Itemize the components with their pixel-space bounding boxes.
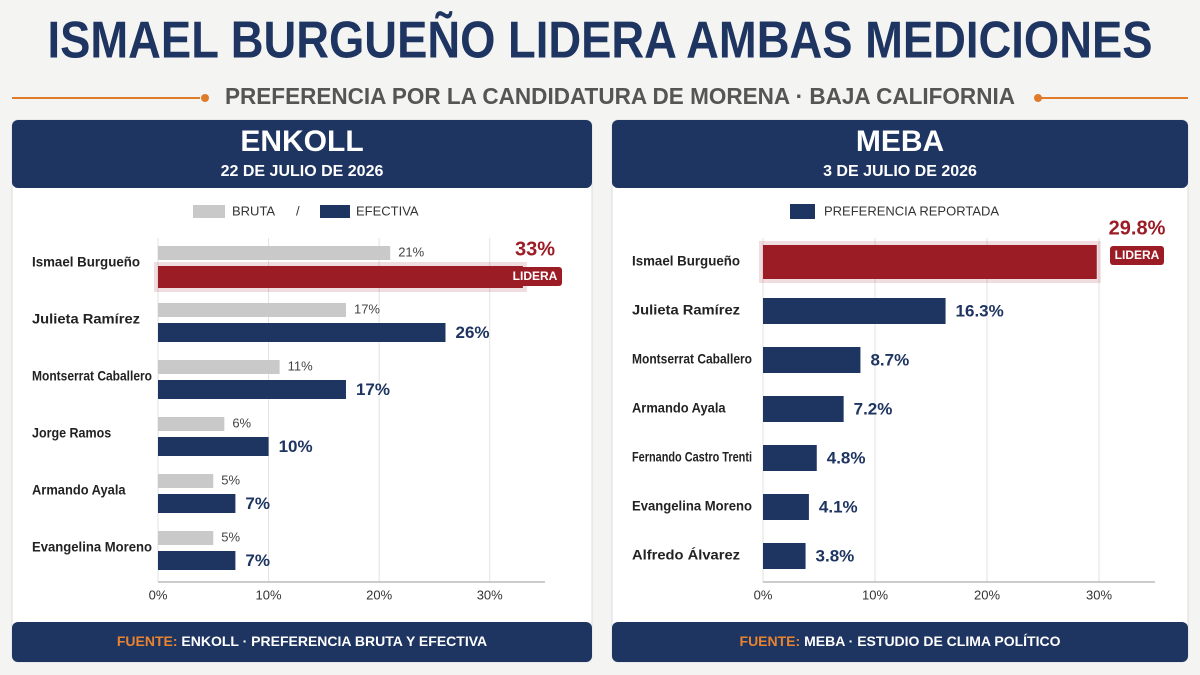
source-text: ENKOLL · PREFERENCIA BRUTA Y EFECTIVA	[181, 633, 487, 649]
legend-swatch	[790, 204, 815, 219]
panel-subtitle: 22 DE JULIO DE 2026	[221, 163, 384, 180]
value-label: 4.8%	[827, 448, 866, 467]
source: FUENTE: ENKOLL · PREFERENCIA BRUTA Y EFE…	[117, 633, 487, 649]
bar	[158, 246, 391, 260]
category-label: Fernando Castro Trenti	[632, 449, 752, 465]
bar	[158, 360, 280, 374]
category-label: Julieta Ramírez	[632, 302, 740, 318]
x-tick-label: 10%	[256, 587, 282, 602]
bar	[158, 531, 214, 545]
panel-header	[12, 120, 592, 188]
badge	[508, 267, 562, 286]
bar	[158, 380, 346, 399]
legend-label: BRUTA	[232, 203, 275, 218]
bar	[763, 298, 946, 324]
source-text: MEBA · ESTUDIO DE CLIMA POLÍTICO	[804, 633, 1061, 649]
panel-title: ENKOLL	[240, 125, 363, 158]
x-tick-label: 20%	[974, 587, 1000, 602]
bar	[158, 551, 236, 570]
x-tick-label: 30%	[1086, 587, 1112, 602]
panel-subtitle: 3 DE JULIO DE 2026	[823, 163, 977, 180]
legend-swatch	[193, 205, 225, 218]
panel-footer	[612, 622, 1188, 662]
category-label: Ismael Burgueño	[32, 254, 140, 270]
divider-dot	[1034, 94, 1042, 102]
value-label: 17%	[354, 301, 380, 316]
badge	[1110, 246, 1164, 265]
value-label: 7.2%	[854, 399, 893, 418]
category-label: Julieta Ramírez	[32, 311, 140, 327]
value-label: 5%	[221, 529, 240, 544]
source-label: FUENTE:	[117, 633, 178, 649]
value-label: 3.8%	[816, 546, 855, 565]
x-tick-label: 30%	[477, 587, 503, 602]
source: FUENTE: MEBA · ESTUDIO DE CLIMA POLÍTICO	[740, 633, 1061, 649]
bar	[763, 396, 844, 422]
value-label: 16.3%	[956, 301, 1004, 320]
bar	[158, 303, 346, 317]
x-tick-label: 20%	[366, 587, 392, 602]
legend-label: PREFERENCIA REPORTADA	[824, 203, 999, 218]
panel-title: MEBA	[856, 125, 944, 158]
legend-separator: /	[296, 203, 300, 218]
category-label: Montserrat Caballero	[32, 368, 152, 384]
value-label: 10%	[279, 437, 313, 456]
value-label: 7%	[245, 494, 270, 513]
bar	[763, 445, 817, 471]
bar	[763, 543, 806, 569]
source-label: FUENTE:	[740, 633, 801, 649]
x-tick-label: 0%	[754, 587, 773, 602]
divider-dot	[201, 94, 209, 102]
value-label: 17%	[356, 380, 390, 399]
value-label: 33%	[515, 238, 555, 260]
bar	[158, 323, 446, 342]
category-label: Armando Ayala	[32, 482, 126, 498]
legend-label: EFECTIVA	[356, 203, 419, 218]
bar	[158, 417, 225, 431]
value-label: 29.8%	[1109, 217, 1166, 239]
category-label: Alfredo Álvarez	[632, 547, 740, 563]
value-label: 4.1%	[819, 497, 858, 516]
x-tick-label: 0%	[149, 587, 168, 602]
value-label: 6%	[232, 415, 251, 430]
category-label: Ismael Burgueño	[632, 253, 740, 269]
x-tick-label: 10%	[862, 587, 888, 602]
bar	[763, 347, 861, 373]
value-label: 26%	[455, 323, 489, 342]
bar	[763, 494, 809, 520]
bar	[763, 245, 1097, 279]
bar	[158, 266, 523, 288]
annotation: LIDERA	[1115, 248, 1160, 262]
value-label: 5%	[221, 472, 240, 487]
category-label: Armando Ayala	[632, 400, 726, 416]
legend-swatch	[320, 205, 350, 218]
value-label: 8.7%	[870, 350, 909, 369]
category-label: Montserrat Caballero	[632, 351, 752, 367]
panel-header	[612, 120, 1188, 188]
bar	[158, 494, 236, 513]
bar	[158, 437, 269, 456]
panel	[611, 119, 1189, 663]
value-label: 21%	[398, 244, 424, 259]
value-label: 7%	[245, 551, 270, 570]
value-label: 11%	[288, 358, 313, 373]
bar	[158, 474, 214, 488]
category-label: Jorge Ramos	[32, 425, 111, 441]
main-title: ISMAEL BURGUEÑO LIDERA AMBAS MEDICIONES	[48, 11, 1153, 70]
annotation: LIDERA	[513, 269, 558, 283]
category-label: Evangelina Moreno	[632, 498, 752, 514]
panel-footer	[12, 622, 592, 662]
subtitle: PREFERENCIA POR LA CANDIDATURA DE MORENA…	[225, 83, 1015, 109]
category-label: Evangelina Moreno	[32, 539, 152, 555]
